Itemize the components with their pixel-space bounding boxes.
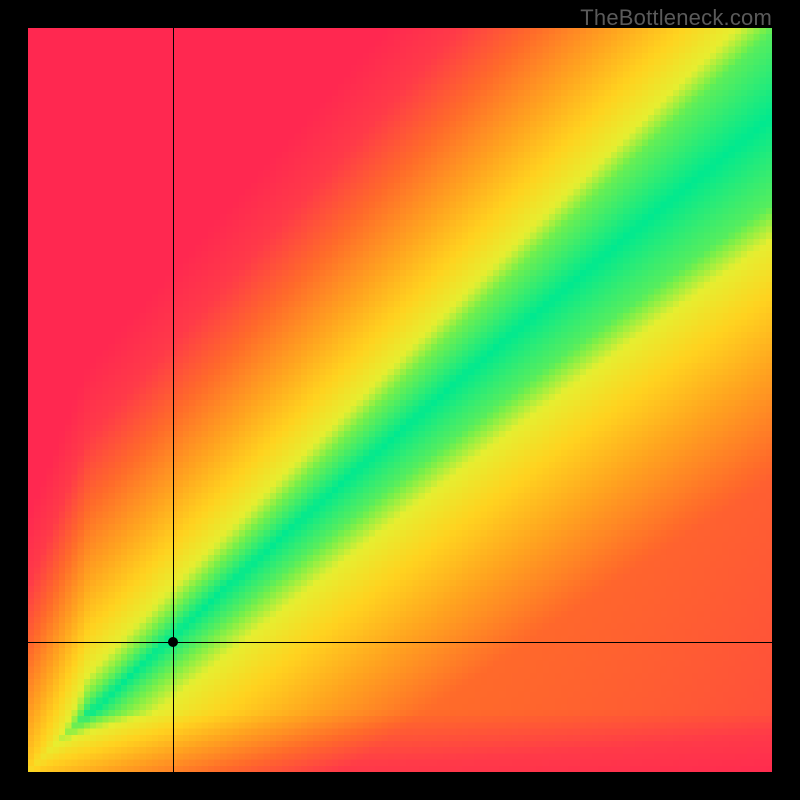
crosshair-vertical <box>173 28 174 772</box>
heatmap-canvas <box>28 28 772 772</box>
heatmap-plot <box>28 28 772 772</box>
crosshair-horizontal <box>28 642 772 643</box>
crosshair-marker <box>168 637 178 647</box>
watermark-text: TheBottleneck.com <box>580 5 772 31</box>
chart-container: TheBottleneck.com <box>0 0 800 800</box>
